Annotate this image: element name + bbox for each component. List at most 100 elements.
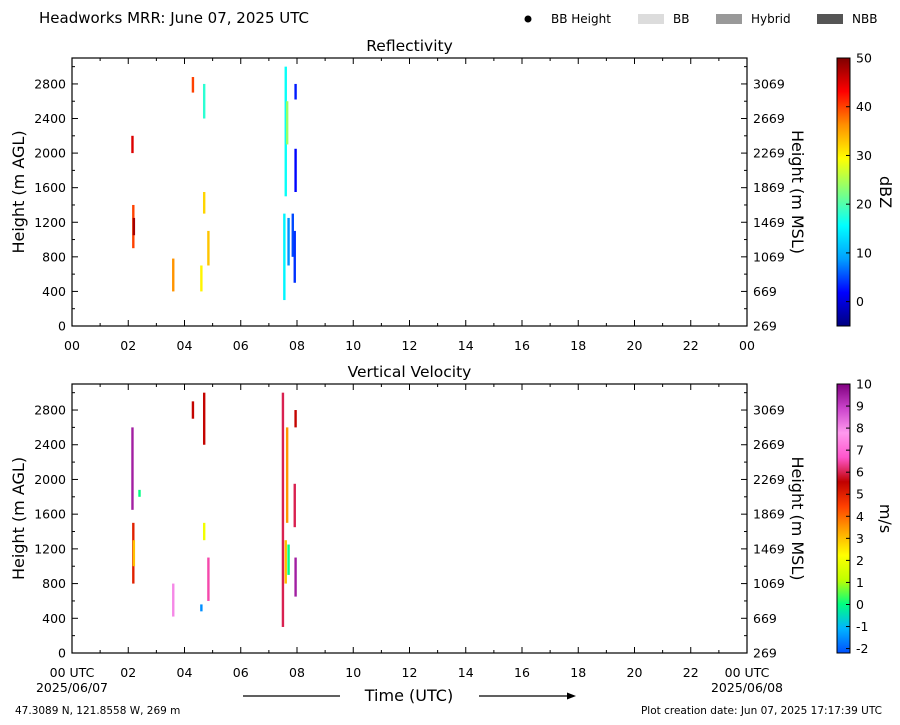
- echo-mark: [202, 522, 206, 541]
- y2-axis-label: Height (m MSL): [788, 130, 807, 254]
- echo-mark: [294, 557, 297, 597]
- colorbar-tick-label: 10: [856, 245, 872, 260]
- y-axis-label: Height (m AGL): [9, 130, 28, 253]
- echo-mark: [207, 557, 210, 601]
- x-tick-label: 18: [570, 338, 586, 353]
- echo-mark: [294, 83, 297, 100]
- legend-label: BB: [673, 12, 689, 26]
- x-tick-label: 08: [289, 665, 305, 680]
- colorbar: [836, 383, 851, 654]
- echo-mark: [132, 217, 136, 236]
- y-tick-label: 1600: [34, 507, 66, 522]
- colorbar: [836, 57, 851, 327]
- panel-title: Vertical Velocity: [348, 363, 472, 381]
- y2-tick-label: 2669: [753, 111, 785, 126]
- echo-mark: [285, 101, 289, 145]
- legend-swatch-hybrid: [716, 14, 742, 24]
- echo-mark: [202, 392, 206, 445]
- y-tick-label: 800: [42, 576, 66, 591]
- colorbar-label: m/s: [876, 504, 895, 533]
- time-axis-label: Time (UTC): [364, 686, 453, 705]
- x-tick-label: 00: [739, 338, 755, 353]
- x-tick-label: 14: [458, 665, 474, 680]
- echo-mark: [294, 410, 297, 428]
- date-end-label: 2025/06/08: [711, 680, 783, 695]
- x-tick-label: 08: [289, 338, 305, 353]
- x-tick-label: 20: [627, 338, 643, 353]
- y2-tick-label: 1069: [753, 576, 785, 591]
- legend-label: BB Height: [551, 12, 611, 26]
- x-tick-label: 02: [120, 665, 136, 680]
- x-tick-label: 04: [177, 338, 193, 353]
- echo-mark: [281, 392, 285, 627]
- colorbar-tick-label: 0: [856, 597, 864, 612]
- location-label: 47.3089 N, 121.8558 W, 269 m: [15, 705, 180, 717]
- y2-tick-label: 2669: [753, 437, 785, 452]
- legend-label: NBB: [852, 12, 877, 26]
- y-tick-label: 1200: [34, 215, 66, 230]
- colorbar-tick-label: 1: [856, 575, 864, 590]
- echo-mark: [294, 148, 297, 192]
- echo-mark: [131, 427, 134, 510]
- colorbar-tick-label: -2: [856, 641, 868, 656]
- y2-tick-label: 3069: [753, 76, 785, 91]
- echo-mark: [284, 66, 287, 197]
- y2-axis-label: Height (m MSL): [788, 456, 807, 580]
- y-tick-label: 2400: [34, 111, 66, 126]
- y2-tick-label: 1469: [753, 215, 785, 230]
- y2-tick-label: 269: [753, 319, 777, 334]
- y-tick-label: 1200: [34, 541, 66, 556]
- colorbar-tick-label: 0: [856, 294, 864, 309]
- y-tick-label: 400: [42, 284, 66, 299]
- echo-mark: [191, 77, 195, 93]
- colorbar-tick-label: 5: [856, 487, 864, 502]
- echo-mark: [172, 583, 175, 617]
- x-tick-label: 12: [402, 665, 418, 680]
- echo-mark: [202, 192, 206, 214]
- echo-mark: [283, 213, 286, 301]
- colorbar-tick-label: 8: [856, 421, 864, 436]
- colorbar-tick-label: 2: [856, 553, 864, 568]
- x-tick-label: 22: [683, 665, 699, 680]
- echo-mark: [200, 265, 203, 292]
- echo-mark: [287, 217, 290, 266]
- colorbar-tick-label: 7: [856, 443, 864, 458]
- colorbar-tick-label: 40: [856, 99, 872, 114]
- echo-mark: [172, 258, 175, 292]
- y2-tick-label: 1869: [753, 507, 785, 522]
- colorbar-tick-label: -1: [856, 619, 868, 634]
- y2-tick-label: 269: [753, 646, 777, 661]
- y-tick-label: 2400: [34, 437, 66, 452]
- echo-mark: [131, 135, 134, 154]
- y-tick-label: 0: [58, 646, 66, 661]
- colorbar-tick-label: 20: [856, 197, 872, 212]
- echo-mark: [287, 544, 290, 575]
- x-tick-label: 10: [345, 665, 361, 680]
- echo-mark: [293, 230, 296, 283]
- y2-tick-label: 1469: [753, 541, 785, 556]
- x-tick-label: 06: [233, 665, 249, 680]
- x-tick-label: 04: [177, 665, 193, 680]
- colorbar-tick-label: 6: [856, 465, 864, 480]
- echo-mark: [191, 401, 195, 419]
- x-tick-label: 14: [458, 338, 474, 353]
- x-tick-label: 10: [345, 338, 361, 353]
- y-tick-label: 2000: [34, 146, 66, 161]
- panel-title: Reflectivity: [366, 37, 453, 55]
- y2-tick-label: 669: [753, 611, 777, 626]
- figure-title: Headworks MRR: June 07, 2025 UTC: [39, 9, 309, 27]
- x-tick-label: 00 UTC: [725, 665, 770, 680]
- echo-mark: [138, 489, 141, 497]
- x-tick-label: 00 UTC: [50, 665, 95, 680]
- x-tick-label: 18: [570, 665, 586, 680]
- y-tick-label: 800: [42, 249, 66, 264]
- echo-mark: [284, 540, 287, 584]
- colorbar-label: dBZ: [876, 176, 895, 208]
- colorbar-tick-label: 3: [856, 531, 864, 546]
- echo-mark: [202, 83, 206, 119]
- y2-tick-label: 1869: [753, 180, 785, 195]
- x-tick-label: 22: [683, 338, 699, 353]
- y-tick-label: 400: [42, 611, 66, 626]
